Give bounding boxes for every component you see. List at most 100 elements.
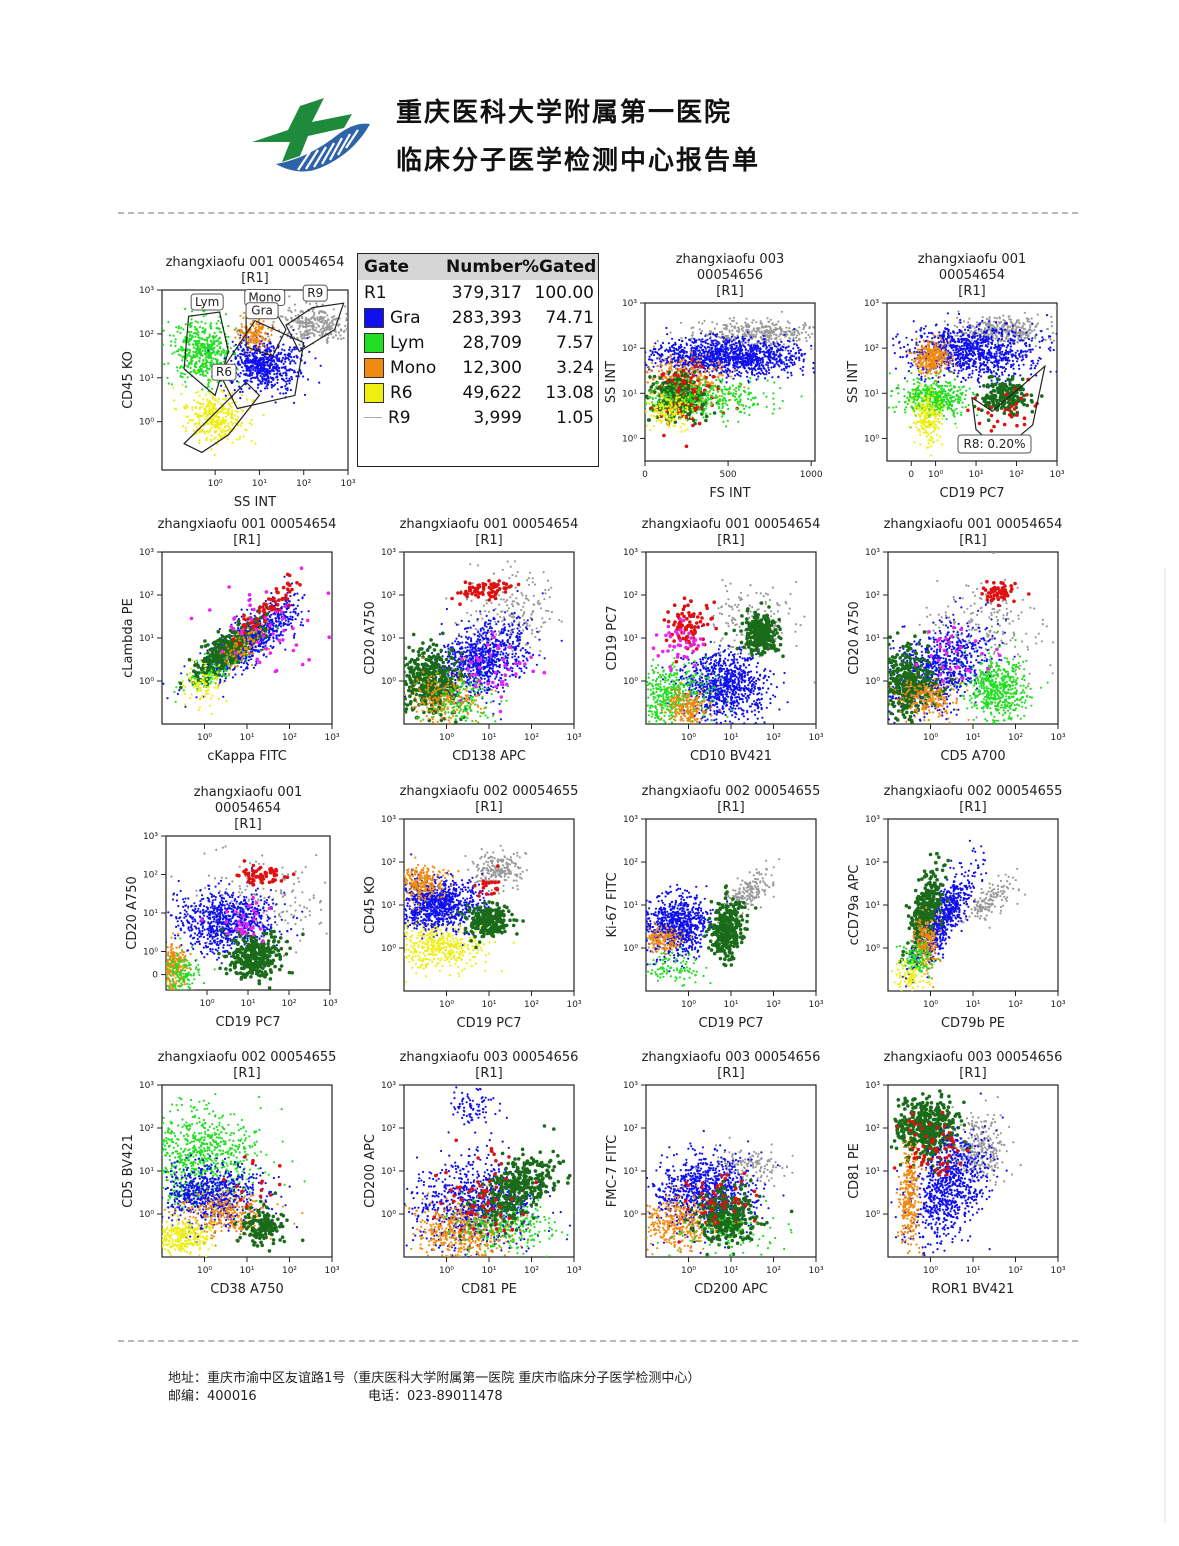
- event-dot: [217, 397, 220, 400]
- event-dot: [209, 428, 212, 431]
- plot-title: zhangxiaofu 001: [918, 252, 1027, 267]
- event-dot: [203, 344, 206, 347]
- event-dot: [179, 331, 182, 335]
- event-dot: [664, 409, 667, 412]
- event-dot: [226, 408, 229, 411]
- event-dot: [299, 372, 302, 375]
- event-dot: [191, 359, 194, 362]
- event-dot: [212, 420, 215, 424]
- event-dot: [760, 326, 763, 329]
- event-dot: [791, 363, 794, 367]
- event-dot: [298, 325, 301, 328]
- event-dot: [197, 422, 200, 425]
- event-dot: [255, 339, 259, 342]
- event-dot: [762, 392, 765, 395]
- event-dot: [700, 340, 703, 343]
- event-dot: [281, 315, 284, 318]
- event-dot: [783, 363, 786, 366]
- event-dot: [234, 343, 237, 346]
- event-dot: [645, 361, 647, 364]
- event-dot: [651, 392, 655, 396]
- event-dot: [657, 412, 660, 415]
- event-dot: [712, 357, 715, 360]
- event-dot: [797, 346, 800, 349]
- event-dot: [715, 394, 718, 397]
- event-dot: [726, 340, 729, 343]
- event-dot: [735, 345, 738, 348]
- event-dot: [770, 366, 773, 369]
- event-dot: [753, 403, 756, 406]
- event-dot: [254, 367, 257, 370]
- event-dot: [305, 326, 308, 329]
- event-dot: [200, 337, 203, 340]
- event-dot: [725, 343, 728, 346]
- event-dot: [730, 350, 733, 353]
- event-dot: [810, 332, 814, 335]
- event-dot: [662, 408, 665, 411]
- event-dot: [193, 399, 196, 402]
- event-dot: [677, 402, 680, 405]
- event-dot: [734, 357, 737, 360]
- event-dot: [748, 333, 751, 336]
- event-dot: [712, 389, 715, 392]
- event-dot: [188, 351, 191, 354]
- event-dot: [753, 397, 756, 400]
- event-dot: [197, 340, 200, 343]
- event-dot: [737, 360, 740, 363]
- event-dot: [742, 339, 745, 342]
- event-dot: [203, 432, 206, 435]
- event-dot: [661, 372, 666, 376]
- event-dot: [288, 379, 291, 382]
- event-dot: [259, 390, 262, 393]
- event-dot: [221, 431, 224, 434]
- event-dot: [732, 339, 735, 342]
- event-dot: [270, 345, 273, 348]
- event-dot: [751, 404, 754, 407]
- event-dot: [706, 338, 709, 341]
- event-dot: [729, 322, 732, 326]
- event-dot: [743, 411, 746, 415]
- event-dot: [177, 348, 181, 351]
- event-dot: [780, 362, 783, 365]
- event-dot: [303, 362, 306, 365]
- event-dot: [169, 344, 173, 347]
- event-dot: [249, 340, 252, 343]
- event-dot: [200, 430, 203, 433]
- event-dot: [654, 362, 657, 365]
- event-dot: [662, 406, 665, 409]
- event-dot: [768, 344, 771, 347]
- event-dot: [214, 426, 217, 429]
- event-dot: [707, 381, 710, 384]
- event-dot: [656, 381, 659, 384]
- event-dot: [311, 324, 314, 327]
- event-dot: [253, 352, 256, 355]
- gate-outline: [183, 381, 261, 454]
- event-dot: [696, 377, 699, 380]
- event-dot: [261, 338, 264, 341]
- event-dot: [342, 337, 345, 340]
- event-dot: [191, 408, 194, 411]
- event-dot: [767, 354, 771, 357]
- event-dot: [778, 355, 781, 358]
- event-dot: [650, 361, 654, 365]
- event-dot: [718, 373, 722, 376]
- event-dot: [742, 360, 745, 363]
- event-dot: [798, 359, 801, 362]
- event-dot: [224, 394, 227, 397]
- event-dot: [242, 333, 245, 336]
- event-dot: [227, 422, 230, 425]
- event-dot: [749, 392, 753, 395]
- scatter-points: [887, 306, 1057, 457]
- event-dot: [679, 425, 682, 428]
- event-dot: [746, 371, 749, 374]
- event-dot: [772, 342, 775, 346]
- event-dot: [727, 375, 730, 378]
- event-dot: [715, 359, 718, 362]
- event-dot: [709, 333, 712, 336]
- event-dot: [218, 353, 221, 356]
- event-dot: [812, 367, 815, 370]
- event-dot: [718, 398, 722, 401]
- event-dot: [180, 392, 183, 395]
- event-dot: [766, 325, 769, 328]
- event-dot: [263, 378, 267, 381]
